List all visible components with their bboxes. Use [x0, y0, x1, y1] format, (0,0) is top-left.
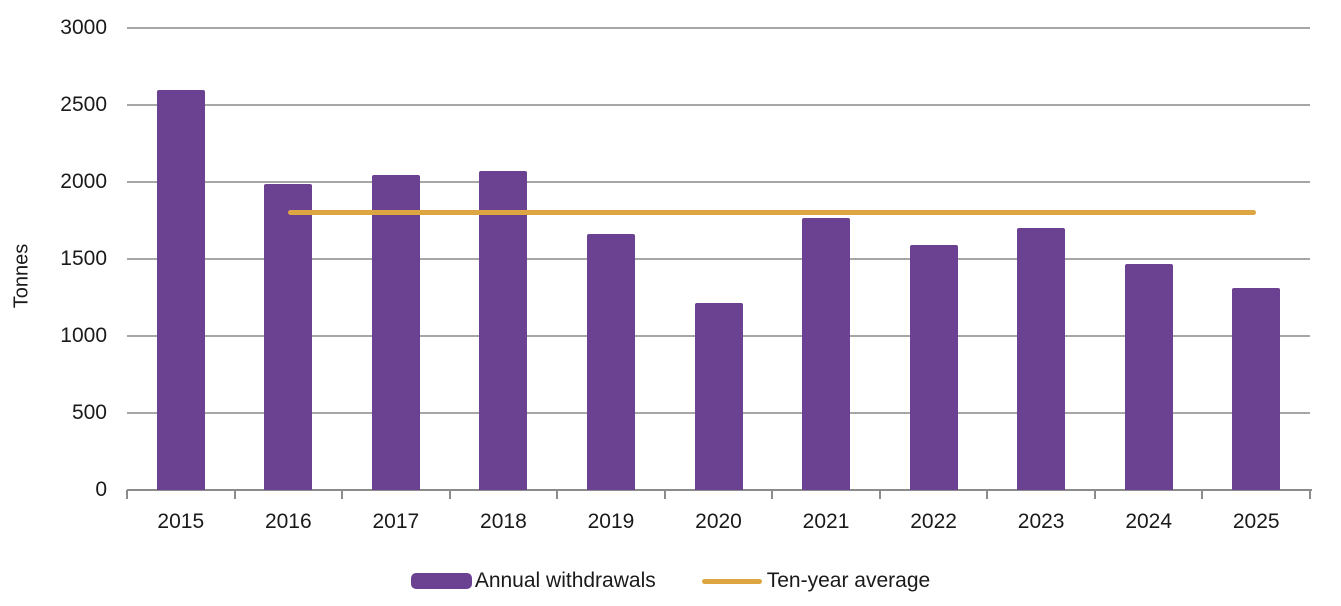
bar-2024 [1124, 263, 1173, 490]
bar-2019 [586, 234, 635, 490]
x-tick-label-2024: 2024 [1125, 510, 1173, 533]
y-tick-label-2000: 2000 [60, 170, 107, 193]
legend-label-ten-year-average: Ten-year average [766, 569, 931, 592]
x-axis-tick [448, 490, 451, 499]
x-axis-tick [1093, 490, 1096, 499]
x-axis-line [127, 489, 1312, 491]
gridline-3000 [127, 27, 1310, 29]
bar-2017 [371, 175, 420, 490]
x-axis-tick [233, 490, 236, 499]
bar-2016 [264, 184, 313, 490]
bar-2025 [1232, 288, 1281, 490]
bar-2023 [1017, 228, 1066, 490]
legend-item-annual-withdrawals: Annual withdrawals [410, 569, 656, 593]
y-tick-label-1000: 1000 [60, 324, 107, 347]
x-tick-label-2018: 2018 [480, 510, 527, 533]
x-tick-label-2016: 2016 [264, 510, 312, 533]
bar-2022 [909, 245, 958, 490]
bar-2018 [479, 171, 528, 490]
x-axis-tick [1201, 490, 1204, 499]
x-axis-tick [663, 490, 666, 499]
x-tick-label-2019: 2019 [587, 510, 635, 533]
bar-2021 [802, 218, 851, 490]
x-tick-label-2025: 2025 [1232, 510, 1280, 533]
x-axis-tick [126, 490, 128, 499]
y-tick-label-500: 500 [71, 401, 107, 424]
gridline-1500 [127, 258, 1310, 260]
gridline-2500 [127, 104, 1310, 106]
bar-2015 [156, 89, 205, 490]
x-axis-tick [1309, 490, 1311, 499]
gridline-2000 [127, 181, 1310, 183]
legend-item-ten-year-average: Ten-year average [701, 569, 931, 593]
x-tick-label-2023: 2023 [1017, 510, 1065, 533]
x-tick-label-2017: 2017 [372, 510, 420, 533]
legend-label-annual-withdrawals: Annual withdrawals [474, 569, 656, 592]
x-axis-tick [986, 490, 989, 499]
x-axis-tick [556, 490, 559, 499]
y-tick-label-0: 0 [95, 478, 107, 501]
legend: Annual withdrawals Ten-year average [0, 561, 1341, 601]
bar-series-swatch-icon [410, 573, 472, 589]
x-tick-label-2020: 2020 [695, 510, 742, 533]
y-tick-label-1500: 1500 [60, 247, 107, 270]
x-tick-label-2021: 2021 [802, 510, 850, 533]
line-series-swatch-icon [701, 578, 762, 584]
x-axis-tick [878, 490, 881, 499]
y-tick-label-2500: 2500 [60, 93, 107, 116]
x-axis-tick [341, 490, 344, 499]
x-tick-label-2015: 2015 [157, 510, 205, 533]
bar-2020 [694, 302, 743, 490]
x-axis-tick [771, 490, 774, 499]
y-tick-label-3000: 3000 [60, 16, 107, 39]
ten-year-average-line [288, 210, 1257, 216]
x-tick-label-2022: 2022 [910, 510, 957, 533]
